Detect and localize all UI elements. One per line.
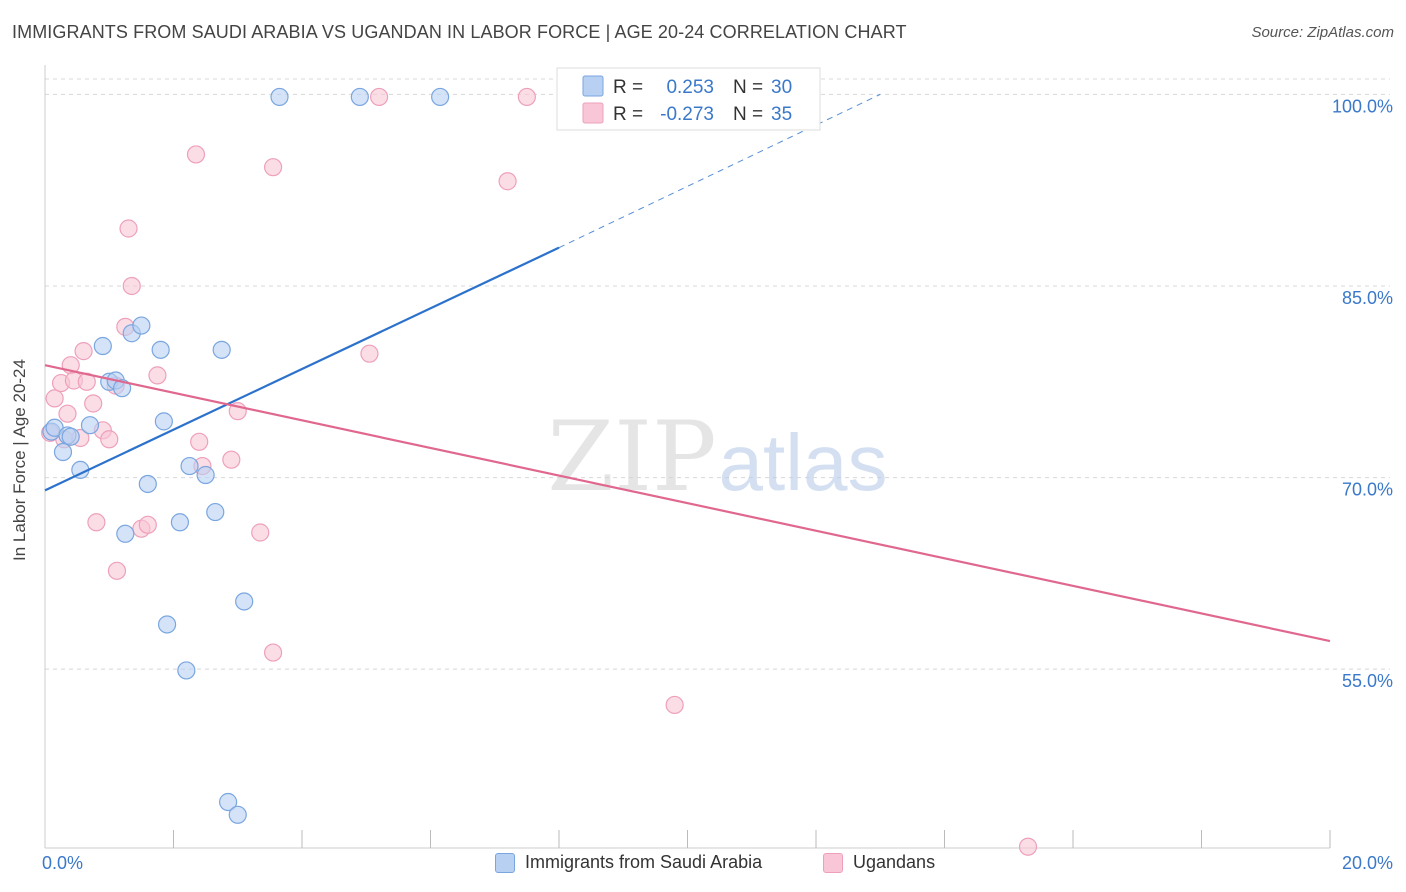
saudi-point (138, 474, 157, 494)
saudi-point (61, 427, 80, 446)
saudi-point (196, 465, 215, 485)
ugandan-point (107, 561, 127, 580)
bottom-legend: Immigrants from Saudi Arabia Ugandans (0, 852, 1406, 878)
saudi-point (170, 513, 190, 532)
legend-label-ugandans: Ugandans (853, 852, 936, 872)
ugandan-point (263, 158, 283, 177)
trend-lines (44, 93, 1331, 643)
ugandan-point (100, 430, 119, 449)
legend-swatch-ugandans (823, 852, 843, 873)
y-tick-label: 55.0% (1342, 671, 1393, 691)
saudi-point (350, 87, 369, 107)
saudi-points (42, 87, 450, 824)
saudi-point (93, 336, 112, 356)
saudi-point (154, 412, 173, 431)
ugandan-point (370, 87, 389, 107)
stats-n-label: N = (733, 104, 763, 125)
legend-label-saudi: Immigrants from Saudi Arabia (525, 852, 763, 872)
ugandan-point (122, 276, 141, 296)
ugandan-point (148, 366, 167, 385)
saudi-point (228, 805, 247, 824)
stats-r-label: R = (613, 104, 643, 125)
gridlines (45, 78, 1390, 670)
saudi-point (206, 502, 225, 522)
watermark: ZIP atlas (547, 401, 887, 513)
ugandan-point (58, 404, 77, 423)
saudi-point (180, 456, 199, 476)
ugandan-point (84, 394, 103, 413)
legend-swatch-saudi (495, 852, 515, 873)
ugandan-point (665, 695, 684, 715)
ugandan-point (119, 219, 138, 238)
legend-item-ugandans[interactable]: Ugandans (823, 852, 935, 873)
y-tick-label: 70.0% (1342, 480, 1393, 500)
ugandan-point (138, 515, 157, 534)
stats-n-value: 30 (771, 77, 792, 98)
saudi-trend-line (44, 246, 560, 492)
saudi-point (116, 524, 135, 543)
saudi-point (151, 340, 170, 359)
ugandan-point (74, 342, 93, 361)
axes (44, 65, 1331, 849)
ugandan-point (45, 389, 64, 408)
stats-r-value: -0.273 (660, 104, 714, 125)
ugandan-point (222, 450, 241, 469)
chart-title: IMMIGRANTS FROM SAUDI ARABIA VS UGANDAN … (12, 22, 907, 42)
ugandan-point (190, 432, 209, 451)
saudi-point (177, 661, 196, 680)
watermark-atlas: atlas (719, 418, 888, 507)
ugandan-point (263, 643, 283, 662)
ugandan-point (498, 172, 517, 191)
ugandan-point (360, 344, 379, 363)
ugandan-point (517, 87, 536, 107)
saudi-point (270, 87, 289, 107)
stats-legend-swatch (582, 102, 604, 124)
saudi-point (112, 379, 132, 398)
y-tick-label: 85.0% (1342, 288, 1393, 308)
x-tick-label: 0.0% (42, 853, 83, 873)
y-tick-label: 100.0% (1332, 96, 1393, 116)
saudi-point (235, 592, 254, 611)
stats-legend-swatch (582, 75, 604, 97)
stats-n-label: N = (733, 77, 763, 98)
stats-r-label: R = (613, 77, 643, 98)
legend-item-saudi[interactable]: Immigrants from Saudi Arabia (495, 852, 762, 873)
x-tick-label: 20.0% (1342, 853, 1393, 873)
stats-r-value: 0.253 (666, 77, 714, 98)
source-credit: Source: ZipAtlas.com (1251, 24, 1394, 41)
saudi-point (431, 87, 450, 107)
ugandan-trend-line (44, 364, 1331, 643)
stats-legend: R = 0.253 N = 30 R = -0.273 N = 35 (556, 67, 821, 131)
saudi-point (157, 615, 177, 634)
tick-labels: 100.0% 85.0% 70.0% 55.0% 0.0% 20.0% (42, 96, 1393, 873)
saudi-trend-extension (558, 93, 881, 249)
ugandan-point (1018, 837, 1038, 856)
saudi-point (219, 792, 238, 812)
ugandan-point (251, 523, 270, 542)
stats-n-value: 35 (771, 104, 792, 125)
saudi-point (132, 316, 151, 335)
ugandan-point (186, 145, 206, 164)
ugandan-point (87, 513, 106, 532)
saudi-point (80, 416, 100, 435)
saudi-point (53, 442, 73, 462)
watermark-zip: ZIP (547, 401, 716, 513)
saudi-point (212, 340, 231, 359)
